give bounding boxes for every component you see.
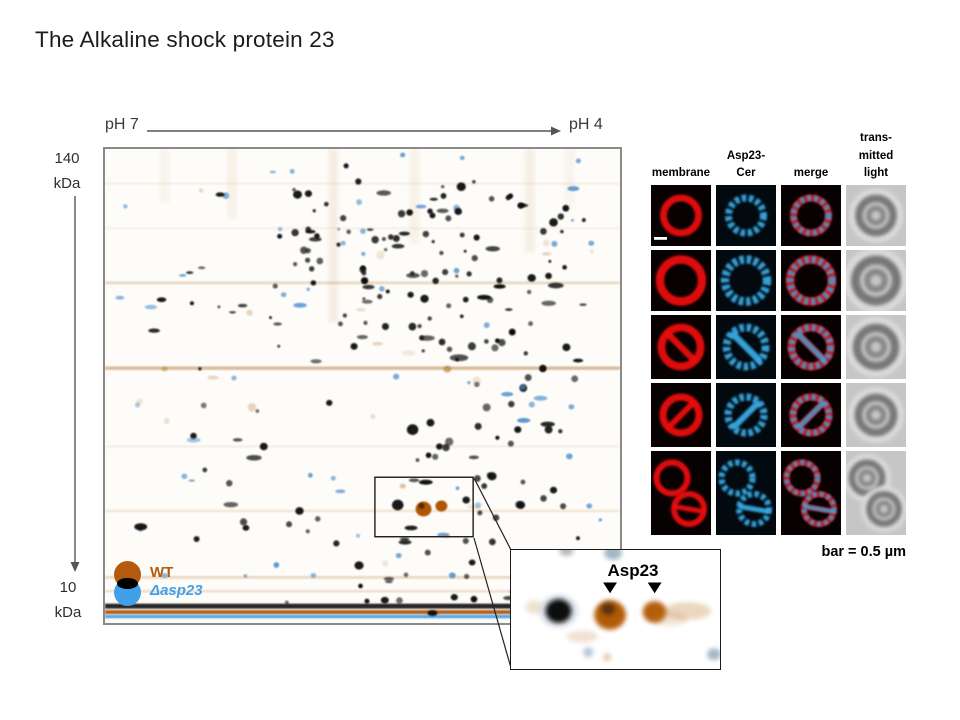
gel-2d-image	[103, 147, 622, 625]
micro-tile-cer-row1	[716, 185, 776, 246]
gel-inset: Asp23	[510, 549, 721, 670]
micro-tile-merge-row3	[781, 315, 841, 379]
micro-tile-cer-row5	[716, 451, 776, 535]
micro-tile-membrane-row3	[651, 315, 711, 379]
microscopy-panel: membrane Asp23- Cer merge trans-mitted light …	[651, 128, 906, 560]
inset-asp23-label: Asp23	[607, 561, 659, 580]
micro-tile-membrane-row4	[651, 383, 711, 447]
micro-tile-light-row3	[846, 315, 906, 379]
micro-tile-membrane-row1	[651, 185, 711, 246]
kda-bottom-label: 10 kDa	[54, 579, 82, 621]
ph-axis-left-label: pH 7	[105, 116, 139, 133]
micro-tile-merge-row2	[781, 250, 841, 311]
legend-mutant-label: Δasp23	[150, 582, 203, 599]
micro-tile-light-row4	[846, 383, 906, 447]
micro-tile-light-row2	[846, 250, 906, 311]
micro-tile-merge-row1	[781, 185, 841, 246]
micro-tile-merge-row5	[781, 451, 841, 535]
microscopy-image-grid	[651, 185, 906, 535]
inset-spots-canvas	[525, 550, 720, 662]
column-header: merge	[793, 166, 829, 179]
slide-title: The Alkaline shock protein 23	[35, 27, 335, 52]
micro-tile-merge-row4	[781, 383, 841, 447]
kda-top-label: 140 kDa	[53, 150, 81, 192]
ph-axis-right-label: pH 4	[569, 116, 603, 133]
scale-bar-note: bar = 0.5 µm	[821, 544, 906, 560]
micro-tile-cer-row2	[716, 250, 776, 311]
gel-legend: WT Δasp23	[114, 561, 244, 609]
micro-tile-cer-row4	[716, 383, 776, 447]
ph-axis-arrow	[147, 126, 561, 136]
column-header: membrane	[651, 166, 711, 179]
column-header: trans-mitted light	[858, 132, 894, 179]
micro-tile-light-row1	[846, 185, 906, 246]
column-header: Asp23- Cer	[726, 149, 766, 179]
micro-tile-membrane-row2	[651, 250, 711, 311]
overlap-color-swatch	[117, 578, 138, 589]
micro-tile-cer-row3	[716, 315, 776, 379]
micro-tile-light-row5	[846, 451, 906, 535]
kda-axis-arrow	[70, 196, 80, 572]
micro-tile-membrane-row5	[651, 451, 711, 535]
gel-spots-canvas	[105, 149, 620, 619]
legend-wt-label: WT	[150, 564, 174, 581]
microscopy-column-headers: membrane Asp23- Cer merge trans-mitted light	[651, 128, 906, 182]
